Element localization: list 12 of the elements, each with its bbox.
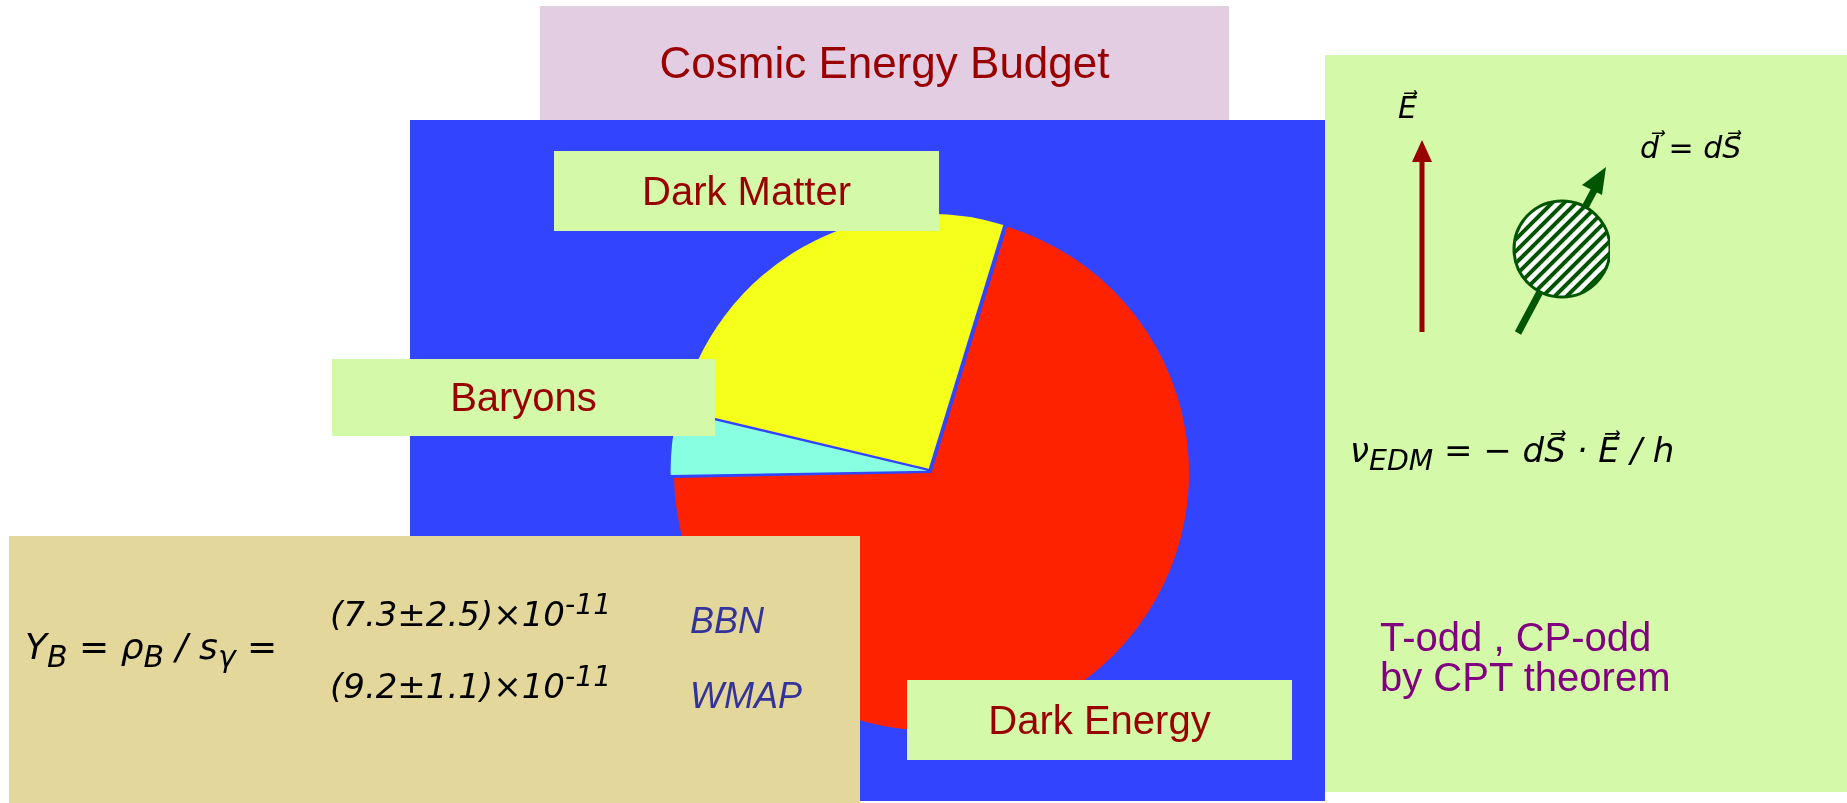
text: (7.3±2.5)×10$^{-11}$: [330, 588, 612, 635]
chart-title: Cosmic Energy Budget: [540, 6, 1229, 120]
slice-label: Dark Energy: [907, 680, 1292, 760]
text: WMAP: [690, 675, 802, 717]
text: Y$_{B}$ = ρ$_{B}$ / s$_{γ}$ =: [25, 626, 278, 675]
text: (9.2±1.1)×10$^{-11}$: [330, 660, 612, 707]
text: BBN: [690, 600, 765, 642]
slice-label: Baryons: [332, 359, 715, 436]
slice-label: Dark Matter: [554, 151, 939, 231]
text: ν$_{EDM}$ = − dS⃗ · E⃗ / h: [1350, 430, 1675, 477]
text: d⃗ = dS⃗: [1640, 130, 1742, 165]
text: E⃗: [1398, 90, 1417, 125]
